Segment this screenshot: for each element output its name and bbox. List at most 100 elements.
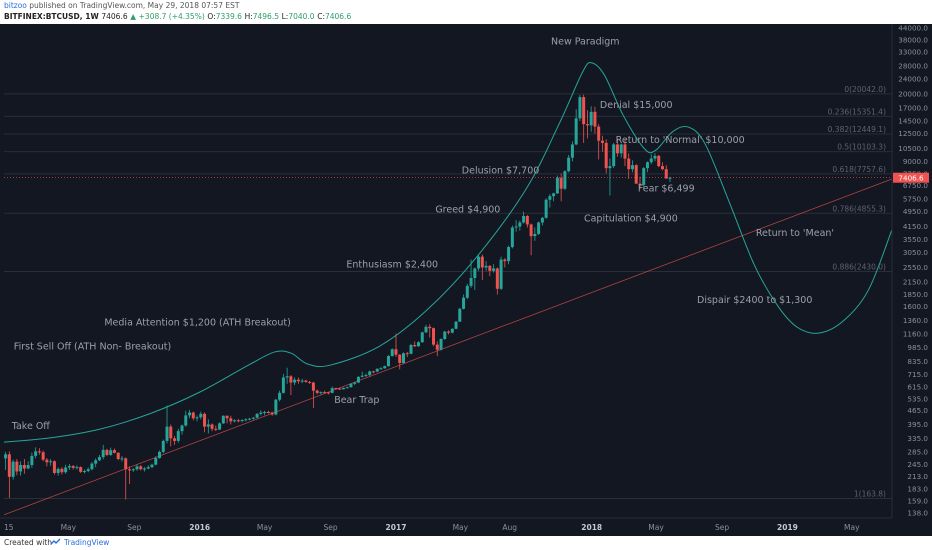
- candle-body: [417, 342, 421, 347]
- time-tick-label: May: [648, 523, 664, 532]
- candle-body: [64, 467, 68, 473]
- price-tick-label: 38000.0: [898, 36, 928, 45]
- annotation-label: Delusion $7,700: [462, 165, 540, 176]
- candle-body: [462, 297, 466, 309]
- candle: [356, 376, 360, 384]
- trendline: [3, 178, 893, 516]
- candle: [109, 447, 113, 456]
- candle: [97, 454, 101, 461]
- candle-body: [300, 380, 304, 382]
- candle-body: [458, 308, 462, 322]
- change-label: +308.7 (+4.35%): [138, 12, 205, 21]
- candle-body: [296, 379, 300, 382]
- candle-body: [56, 468, 60, 473]
- candle-body: [293, 379, 297, 383]
- price-tick-label: 615.0: [907, 383, 928, 392]
- candle-body: [82, 471, 86, 473]
- candle-body: [668, 177, 672, 179]
- candle-body: [15, 461, 19, 472]
- candle-body: [278, 392, 282, 400]
- candle: [270, 411, 274, 416]
- candle: [255, 413, 259, 419]
- candle: [338, 387, 342, 390]
- candle-body: [623, 144, 627, 159]
- price-tick-label: 183.0: [907, 485, 928, 494]
- footer: Created with TradingView: [0, 536, 932, 550]
- candle-body: [450, 328, 454, 333]
- annotation-label: Bear Trap: [334, 395, 379, 406]
- tradingview-link[interactable]: TradingView: [64, 538, 110, 547]
- chart-plot-area[interactable]: 0(20042.0) 0.236(15351.4) 0.382(12449.1) 0.…: [0, 23, 932, 536]
- time-tick-label: May: [61, 523, 77, 532]
- candle: [176, 428, 180, 443]
- candle-body: [158, 451, 162, 459]
- candle: [510, 225, 514, 249]
- candle-body: [169, 426, 173, 439]
- price-tick-label: 335.0: [907, 434, 928, 443]
- candle: [439, 338, 443, 351]
- candle-body: [469, 278, 473, 286]
- candle-body: [529, 224, 533, 237]
- candle: [443, 330, 447, 340]
- candle-body: [574, 118, 578, 145]
- candle-body: [86, 469, 90, 472]
- price-tick-label: 1600.0: [903, 302, 929, 311]
- candle: [447, 330, 451, 335]
- candle-body: [563, 171, 567, 189]
- candle-body: [124, 458, 128, 470]
- candle-body: [424, 326, 428, 333]
- candle: [593, 106, 597, 134]
- candle-body: [356, 376, 360, 383]
- candle: [615, 138, 619, 157]
- price-tick-label: 5750.0: [903, 195, 929, 204]
- price-tick-label: 33000.0: [898, 47, 928, 56]
- candle-body: [638, 183, 642, 185]
- fib-level-label: 0.5(10103.3): [837, 143, 886, 152]
- candle-body: [49, 461, 53, 463]
- candle-body: [435, 344, 439, 350]
- candle: [206, 419, 210, 434]
- candle: [75, 465, 79, 470]
- candle: [664, 165, 668, 179]
- candle-body: [413, 345, 417, 347]
- candle: [454, 321, 458, 330]
- candle: [127, 466, 131, 484]
- candle-body: [4, 454, 8, 459]
- candle: [570, 141, 574, 162]
- price-axis: 44000.0 38000.0 33000.0 28000.0 24000.0 20000…: [4, 23, 932, 536]
- candle: [458, 307, 462, 322]
- candle-body: [495, 268, 499, 289]
- candle: [64, 464, 68, 474]
- price-tick-label: 285.0: [907, 447, 928, 456]
- candle: [555, 175, 559, 195]
- candle-body: [499, 259, 503, 289]
- candle-body: [405, 353, 409, 355]
- candle-body: [289, 376, 293, 383]
- price-tick-label: 535.0: [907, 394, 928, 403]
- candle: [417, 341, 421, 347]
- candle: [49, 459, 53, 466]
- symbol-label: BITFINEX:BTCUSD, 1W: [4, 12, 99, 21]
- candle: [495, 267, 499, 295]
- price-tick-label: 24000.0: [898, 74, 928, 83]
- candle-body: [649, 158, 653, 163]
- candle: [597, 124, 601, 160]
- candle-body: [488, 265, 492, 271]
- candle-body: [308, 381, 312, 383]
- candle: [645, 161, 649, 173]
- price-tick-label: 3050.0: [903, 248, 929, 257]
- candle: [364, 373, 368, 377]
- author-link[interactable]: bitzoo: [4, 1, 27, 10]
- fib-level-label: 1(163.8): [854, 490, 886, 499]
- price-axis-bg: [892, 24, 932, 536]
- annotation-label: Fear $6,499: [638, 183, 695, 194]
- candle: [236, 418, 240, 423]
- candle: [4, 451, 8, 470]
- price-tick-label: 138.0: [907, 508, 928, 517]
- candle: [627, 153, 631, 179]
- candle: [278, 390, 282, 402]
- candle: [169, 424, 173, 447]
- candle: [353, 381, 357, 386]
- price-chart[interactable]: 0(20042.0) 0.236(15351.4) 0.382(12449.1) 0.…: [0, 23, 932, 536]
- fib-level-label: 0.618(7757.6): [832, 165, 886, 174]
